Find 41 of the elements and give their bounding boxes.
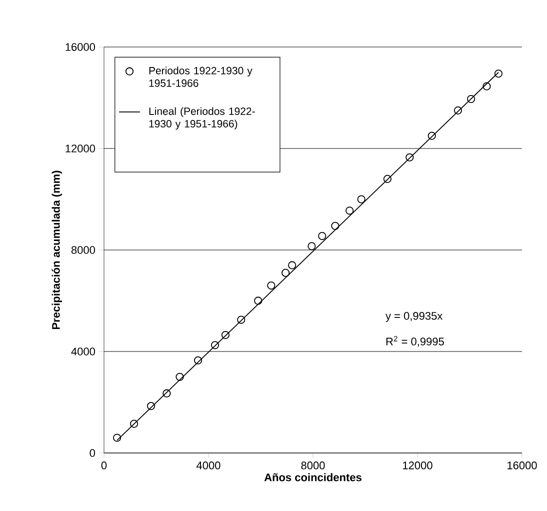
y-tick-label: 12000 [66,144,96,152]
point [357,195,366,204]
point [318,232,326,240]
annotation: y = 0,9935x [386,312,443,322]
y-tick-label: 16000 [66,43,96,51]
point [113,434,122,442]
point [346,206,354,215]
x-axis-title: Años coincidentes [264,473,362,482]
point [282,268,290,277]
point [308,242,316,250]
point [176,372,184,381]
point [482,82,491,90]
point [494,70,503,78]
point [237,316,246,324]
x-tick-label: 0 [101,462,107,470]
x-tick-label: 12000 [403,462,432,470]
y-tick-label: 4000 [71,348,96,356]
x-tick-label: 4000 [196,462,220,470]
point [288,261,296,270]
y-axis-title: Precipitación acumulada (mm) [52,170,62,330]
x-tick-label: 16000 [508,462,537,470]
point [454,106,462,114]
point [146,402,156,410]
point [254,296,262,305]
point [267,281,276,290]
point [406,153,414,162]
point [194,356,202,364]
point [467,94,476,104]
legend-label: Periodos 1922-1930 y 1951-1966 [149,66,252,87]
x-tick-label: 8000 [301,462,325,470]
point [331,222,340,230]
point [428,132,436,140]
point [210,341,220,350]
point [162,389,171,398]
point [221,330,230,340]
annotation: R$^{2}$ = 0,9995 [386,336,444,347]
y-tick-label: 8000 [71,246,96,254]
legend-label: Lineal (Periodos 1922-1930 y 1951-1966) [149,107,255,130]
y-tick-label: 0 [90,449,96,457]
point [383,174,392,183]
point [130,420,138,428]
